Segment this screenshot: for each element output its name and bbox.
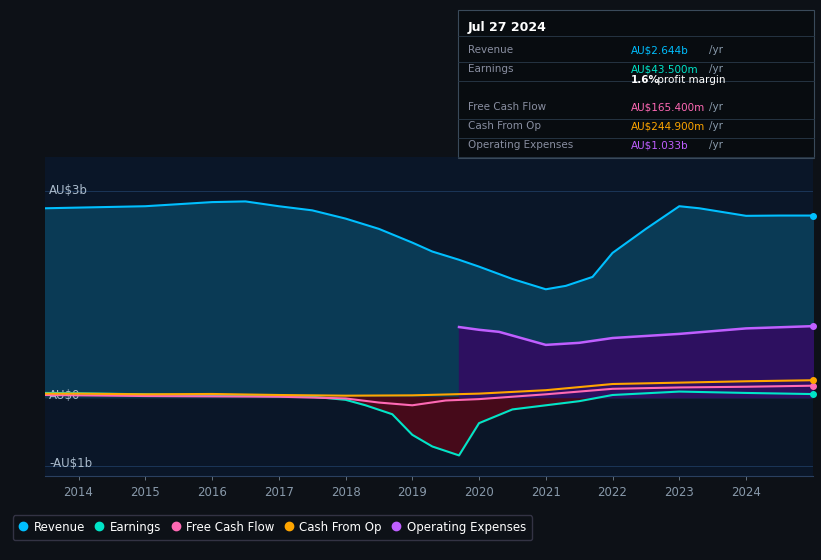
Text: AU$244.900m: AU$244.900m	[631, 122, 704, 132]
Text: Revenue: Revenue	[468, 45, 513, 55]
Text: /yr: /yr	[709, 64, 722, 74]
Text: /yr: /yr	[709, 45, 722, 55]
Text: /yr: /yr	[709, 102, 722, 113]
Text: AU$165.400m: AU$165.400m	[631, 102, 704, 113]
Text: /yr: /yr	[709, 122, 722, 132]
Text: AU$0: AU$0	[49, 389, 80, 402]
Text: Cash From Op: Cash From Op	[468, 122, 541, 132]
Legend: Revenue, Earnings, Free Cash Flow, Cash From Op, Operating Expenses: Revenue, Earnings, Free Cash Flow, Cash …	[12, 516, 532, 540]
Text: AU$1.033b: AU$1.033b	[631, 141, 688, 151]
Text: Jul 27 2024: Jul 27 2024	[468, 21, 547, 34]
Text: profit margin: profit margin	[654, 76, 725, 86]
Text: Operating Expenses: Operating Expenses	[468, 141, 573, 151]
Text: Free Cash Flow: Free Cash Flow	[468, 102, 546, 113]
Text: AU$43.500m: AU$43.500m	[631, 64, 698, 74]
Text: Earnings: Earnings	[468, 64, 513, 74]
Text: AU$3b: AU$3b	[49, 184, 88, 197]
Text: AU$2.644b: AU$2.644b	[631, 45, 688, 55]
Text: 1.6%: 1.6%	[631, 76, 659, 86]
Text: -AU$1b: -AU$1b	[49, 458, 92, 470]
Text: /yr: /yr	[709, 141, 722, 151]
